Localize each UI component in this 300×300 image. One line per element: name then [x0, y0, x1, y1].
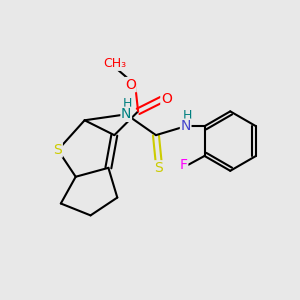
- Text: F: F: [180, 158, 188, 172]
- Text: H: H: [182, 109, 192, 122]
- Text: O: O: [125, 78, 136, 92]
- Text: S: S: [154, 161, 163, 175]
- Text: N: N: [121, 107, 131, 121]
- Text: H: H: [123, 98, 132, 110]
- Text: O: O: [161, 92, 172, 106]
- Text: CH₃: CH₃: [103, 57, 126, 70]
- Text: N: N: [181, 119, 191, 133]
- Text: S: S: [53, 143, 62, 157]
